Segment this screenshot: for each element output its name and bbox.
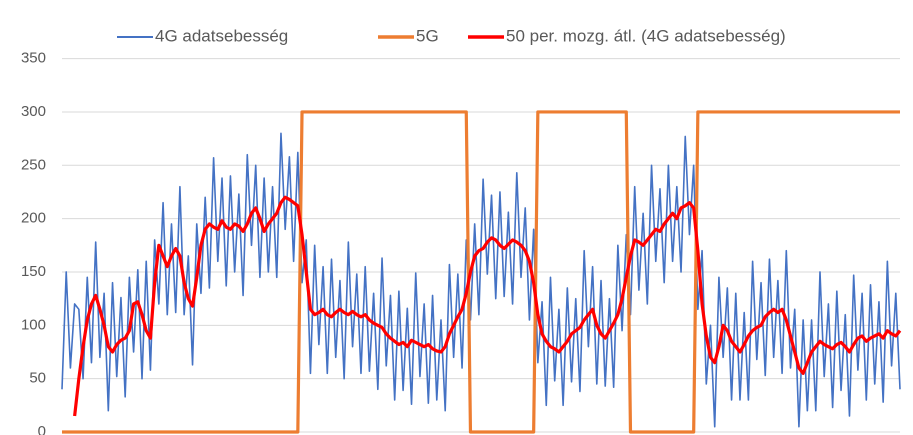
legend-label: 50 per. mozg. átl. (4G adatsebesség) [506, 26, 786, 45]
y-tick-label: 100 [21, 316, 46, 333]
series-line [62, 110, 900, 434]
legend-label: 4G adatsebesség [155, 26, 288, 45]
y-tick-label: 0 [38, 423, 46, 435]
series-line [73, 195, 902, 417]
y-tick-label: 250 [21, 156, 46, 173]
y-tick-label: 200 [21, 210, 46, 227]
series-line [61, 132, 901, 428]
y-tick-label: 350 [21, 50, 46, 67]
y-tick-label: 150 [21, 263, 46, 280]
legend-label: 5G [416, 26, 439, 45]
y-tick-label: 50 [29, 370, 46, 387]
y-tick-label: 300 [21, 103, 46, 120]
